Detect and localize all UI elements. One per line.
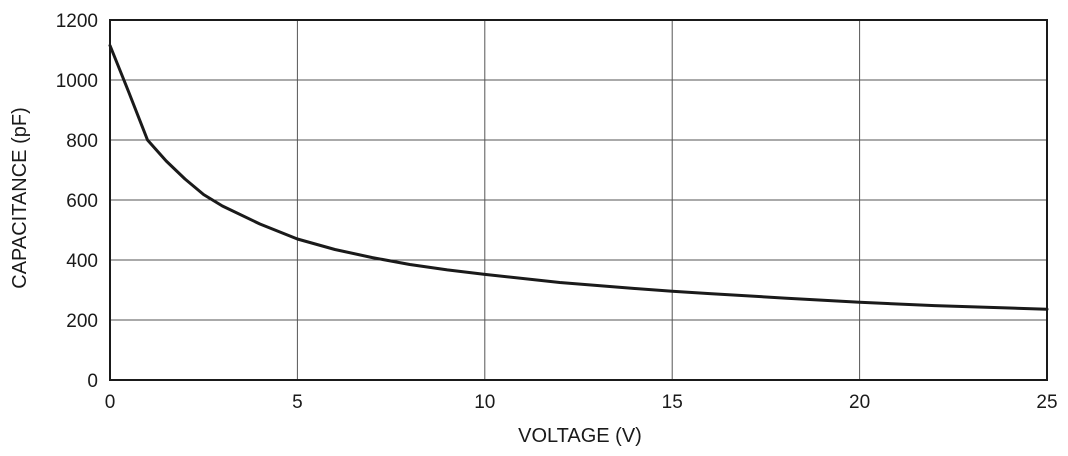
x-tick-label: 5 bbox=[292, 392, 303, 413]
x-tick-label: 15 bbox=[662, 392, 683, 413]
y-axis-label: CAPACITANCE (pF) bbox=[9, 107, 31, 289]
x-tick-label: 25 bbox=[1036, 392, 1057, 413]
x-tick-label: 0 bbox=[105, 392, 116, 413]
x-tick-label: 20 bbox=[849, 392, 870, 413]
x-tick-labels: 0 5 10 15 20 25 bbox=[105, 392, 1058, 413]
grid-lines bbox=[109, 19, 1048, 381]
x-axis-label: VOLTAGE (V) bbox=[518, 425, 642, 447]
y-tick-labels: 0 200 400 600 800 1000 1200 bbox=[56, 11, 98, 392]
y-tick-label: 600 bbox=[66, 191, 98, 212]
y-tick-label: 1200 bbox=[56, 11, 98, 32]
y-tick-label: 0 bbox=[87, 371, 98, 392]
capacitance-curve bbox=[108, 44, 1049, 311]
y-tick-label: 200 bbox=[66, 311, 98, 332]
y-tick-label: 400 bbox=[66, 251, 98, 272]
plot-frame bbox=[109, 19, 1048, 381]
x-tick-label: 10 bbox=[474, 392, 495, 413]
y-tick-label: 800 bbox=[66, 131, 98, 152]
y-tick-label: 1000 bbox=[56, 71, 98, 92]
